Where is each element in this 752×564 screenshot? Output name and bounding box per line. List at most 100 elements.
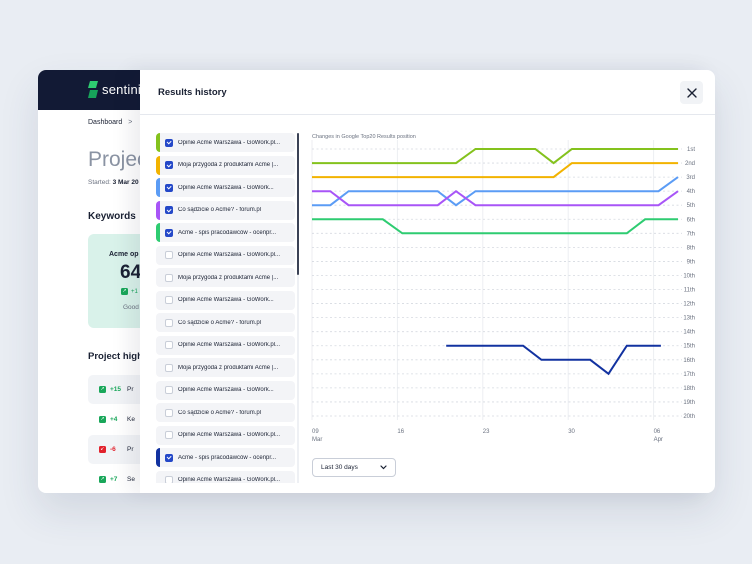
y-tick-label: 7th	[687, 231, 695, 237]
series-color-marker	[156, 448, 160, 467]
result-checkbox[interactable]	[165, 386, 173, 394]
result-checkbox[interactable]	[165, 183, 173, 192]
y-tick-label: 14th	[683, 330, 695, 336]
result-label: Opinie Acme Warszawa - GoWork.pl...	[178, 139, 281, 146]
highlight-text: Pr	[127, 446, 134, 453]
result-checkbox[interactable]	[165, 318, 173, 327]
result-checkbox[interactable]	[165, 341, 173, 349]
result-item[interactable]: Opinie Acme Warszawa - GoWork.pl...	[156, 425, 295, 445]
y-tick-label: 19th	[683, 400, 695, 406]
result-checkbox[interactable]	[165, 431, 173, 439]
result-label: Moja przygoda z produktami Acme |...	[178, 162, 279, 168]
x-tick-label: 30	[568, 429, 575, 435]
started-value: 3 Mar 20	[112, 179, 139, 186]
close-icon	[686, 87, 697, 98]
arrow-up-right-icon: ↗	[99, 416, 106, 423]
result-checkbox[interactable]	[165, 251, 173, 259]
brand-name: sentinic	[102, 82, 148, 97]
y-tick-label: 15th	[683, 344, 695, 350]
scrollbar-thumb[interactable]	[297, 133, 299, 275]
keyword-status: Good	[123, 304, 139, 311]
close-button[interactable]	[680, 81, 703, 104]
result-label: Opinie Acme Warszawa - GoWork...	[178, 297, 274, 303]
y-tick-label: 9th	[687, 259, 695, 265]
series-line-1	[312, 162, 678, 179]
result-label: Acme - spis pracodawców - ocenpr...	[178, 229, 277, 236]
result-label: Opinie Acme Warszawa - GoWork.pl...	[178, 342, 281, 348]
result-label: Moja przygoda z produktami Acme |...	[178, 274, 279, 281]
result-item[interactable]: Co sądzicie o Acme? - forum.pl	[156, 200, 295, 220]
x-tick-label: 16	[397, 429, 404, 435]
series-color-marker	[156, 178, 160, 197]
result-checkbox[interactable]	[165, 296, 173, 304]
result-checkbox[interactable]	[165, 408, 173, 417]
result-item[interactable]: Co sądzicie o Acme? - forum.pl	[156, 313, 295, 332]
highlight-text: Pr	[127, 386, 134, 393]
breadcrumb-dashboard[interactable]: Dashboard	[88, 119, 123, 126]
highlight-text: Ke	[127, 416, 135, 423]
keyword-change: ↗ +1	[121, 288, 138, 295]
result-item[interactable]: Moja przygoda z produktami Acme |...	[156, 155, 295, 175]
result-checkbox[interactable]	[165, 363, 173, 372]
logo-icon	[88, 81, 98, 98]
chevron-down-icon	[380, 465, 387, 470]
series-line-4	[312, 218, 678, 235]
result-item[interactable]: Co sądzicie o Acme? - forum.pl	[156, 403, 295, 422]
chart-title: Changes in Google Top20 Results position	[312, 134, 416, 140]
y-tick-label: 5th	[687, 203, 695, 209]
started-label: Started:	[88, 179, 111, 186]
highlight-delta: -6	[110, 446, 116, 453]
highlight-row[interactable]: ↗ +7 Se	[88, 465, 158, 493]
result-label: Opinie Acme Warszawa - GoWork...	[178, 387, 274, 393]
result-checkbox[interactable]	[165, 206, 173, 214]
series-line-2	[312, 176, 679, 207]
y-tick-label: 20th	[683, 414, 695, 420]
result-item[interactable]: Opinie Acme Warszawa - GoWork...	[156, 178, 295, 197]
date-range-select[interactable]: Last 30 days	[312, 458, 396, 477]
result-item[interactable]: Acme - spis pracodawców - ocenpr...	[156, 223, 295, 242]
y-tick-label: 10th	[683, 273, 695, 279]
y-tick-label: 17th	[683, 372, 695, 378]
result-item[interactable]: Opinie Acme Warszawa - GoWork.pl...	[156, 245, 295, 265]
result-checkbox[interactable]	[165, 453, 173, 462]
keyword-value: 64	[120, 262, 142, 283]
result-checkbox[interactable]	[165, 138, 173, 147]
breadcrumb-separator: >	[128, 119, 133, 126]
results-list: Opinie Acme Warszawa - GoWork.pl... Moja …	[156, 133, 295, 483]
result-item[interactable]: Moja przygoda z produktami Acme |...	[156, 268, 295, 287]
results-list-scrollbar[interactable]	[297, 133, 299, 483]
keyword-change-value: +1	[131, 288, 138, 295]
x-tick-label: 09	[312, 429, 319, 435]
y-tick-label: 18th	[683, 386, 695, 392]
project-started: Started: 3 Mar 20	[88, 179, 139, 186]
highlight-row[interactable]: ↗ +4 Ke	[88, 405, 158, 434]
keyword-name: Acme op	[109, 251, 139, 258]
x-tick-sublabel: Mar	[312, 437, 322, 443]
result-item[interactable]: Opinie Acme Warszawa - GoWork.pl...	[156, 470, 295, 483]
result-item[interactable]: Opinie Acme Warszawa - GoWork.pl...	[156, 133, 295, 152]
result-item[interactable]: Opinie Acme Warszawa - GoWork...	[156, 290, 295, 310]
result-checkbox[interactable]	[165, 161, 173, 169]
y-tick-label: 4th	[687, 189, 695, 195]
series-color-marker	[156, 200, 160, 220]
result-checkbox[interactable]	[165, 273, 173, 282]
result-item[interactable]: Opinie Acme Warszawa - GoWork...	[156, 380, 295, 400]
arrow-up-right-icon: ↗	[99, 386, 106, 393]
y-tick-label: 6th	[687, 217, 695, 223]
result-label: Opinie Acme Warszawa - GoWork.pl...	[178, 477, 281, 483]
series-line-5	[446, 344, 661, 376]
result-label: Opinie Acme Warszawa - GoWork.pl...	[178, 252, 281, 258]
result-item[interactable]: Opinie Acme Warszawa - GoWork.pl...	[156, 335, 295, 355]
arrow-down-left-icon: ↙	[99, 446, 106, 453]
result-item[interactable]: Acme - spis pracodawców - ocenpr...	[156, 448, 295, 467]
x-tick-sublabel: Apr	[654, 437, 663, 443]
series-color-marker	[156, 223, 160, 242]
highlight-delta: +4	[110, 416, 118, 423]
result-item[interactable]: Moja przygoda z produktami Acme |...	[156, 358, 295, 377]
highlight-delta: +7	[110, 476, 118, 483]
result-checkbox[interactable]	[165, 228, 173, 237]
series-line-0	[312, 148, 678, 165]
result-checkbox[interactable]	[165, 476, 173, 483]
result-label: Acme - spis pracodawców - ocenpr...	[178, 454, 277, 461]
project-title: Projec	[88, 148, 148, 171]
